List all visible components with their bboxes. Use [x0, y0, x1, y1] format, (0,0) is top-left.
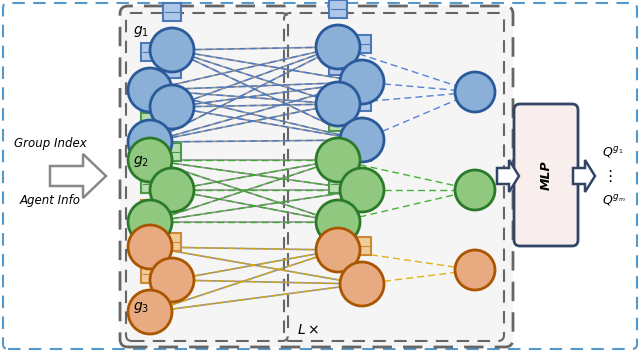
Text: $g_3$: $g_3$	[133, 300, 149, 315]
Circle shape	[128, 290, 172, 334]
Circle shape	[316, 228, 360, 272]
Text: $g_2$: $g_2$	[133, 154, 149, 169]
Bar	[141, 175, 159, 193]
Bar	[141, 95, 159, 113]
Text: $g_1$: $g_1$	[133, 24, 149, 39]
FancyBboxPatch shape	[3, 3, 637, 349]
Text: $L\times$: $L\times$	[297, 323, 319, 337]
Bar	[163, 60, 181, 78]
Bar	[353, 93, 371, 111]
Circle shape	[455, 170, 495, 210]
Circle shape	[340, 60, 384, 104]
Circle shape	[316, 82, 360, 126]
Polygon shape	[497, 160, 519, 192]
Circle shape	[455, 250, 495, 290]
Text: $Q^{g_1}$: $Q^{g_1}$	[602, 145, 623, 159]
Text: $Q^{g_m}$: $Q^{g_m}$	[602, 193, 626, 207]
Bar	[141, 265, 159, 283]
Polygon shape	[50, 154, 106, 198]
Circle shape	[128, 200, 172, 244]
Text: Agent Info: Agent Info	[19, 194, 81, 207]
Circle shape	[340, 118, 384, 162]
Bar	[353, 237, 371, 255]
Circle shape	[128, 120, 172, 164]
Circle shape	[340, 168, 384, 212]
Bar	[163, 143, 181, 161]
Bar	[141, 113, 159, 131]
Bar	[141, 43, 159, 61]
Circle shape	[150, 168, 194, 212]
Bar	[353, 35, 371, 53]
Circle shape	[128, 138, 172, 182]
Bar	[329, 57, 347, 75]
Circle shape	[316, 200, 360, 244]
Bar	[329, 203, 347, 221]
Circle shape	[316, 25, 360, 69]
FancyBboxPatch shape	[120, 6, 513, 347]
Text: Group Index: Group Index	[13, 137, 86, 150]
Polygon shape	[573, 160, 595, 192]
Circle shape	[340, 262, 384, 306]
Circle shape	[455, 72, 495, 112]
Circle shape	[128, 68, 172, 112]
Bar	[329, 0, 347, 18]
Bar	[163, 3, 181, 21]
Circle shape	[150, 258, 194, 302]
Circle shape	[316, 138, 360, 182]
Circle shape	[150, 28, 194, 72]
Text: $\vdots$: $\vdots$	[602, 168, 612, 184]
Bar	[141, 200, 159, 218]
Bar	[353, 143, 371, 161]
Bar	[329, 175, 347, 193]
FancyBboxPatch shape	[514, 104, 578, 246]
Bar	[163, 233, 181, 251]
Text: MLP: MLP	[540, 160, 552, 190]
Circle shape	[150, 85, 194, 129]
Circle shape	[128, 225, 172, 269]
Bar	[329, 113, 347, 131]
